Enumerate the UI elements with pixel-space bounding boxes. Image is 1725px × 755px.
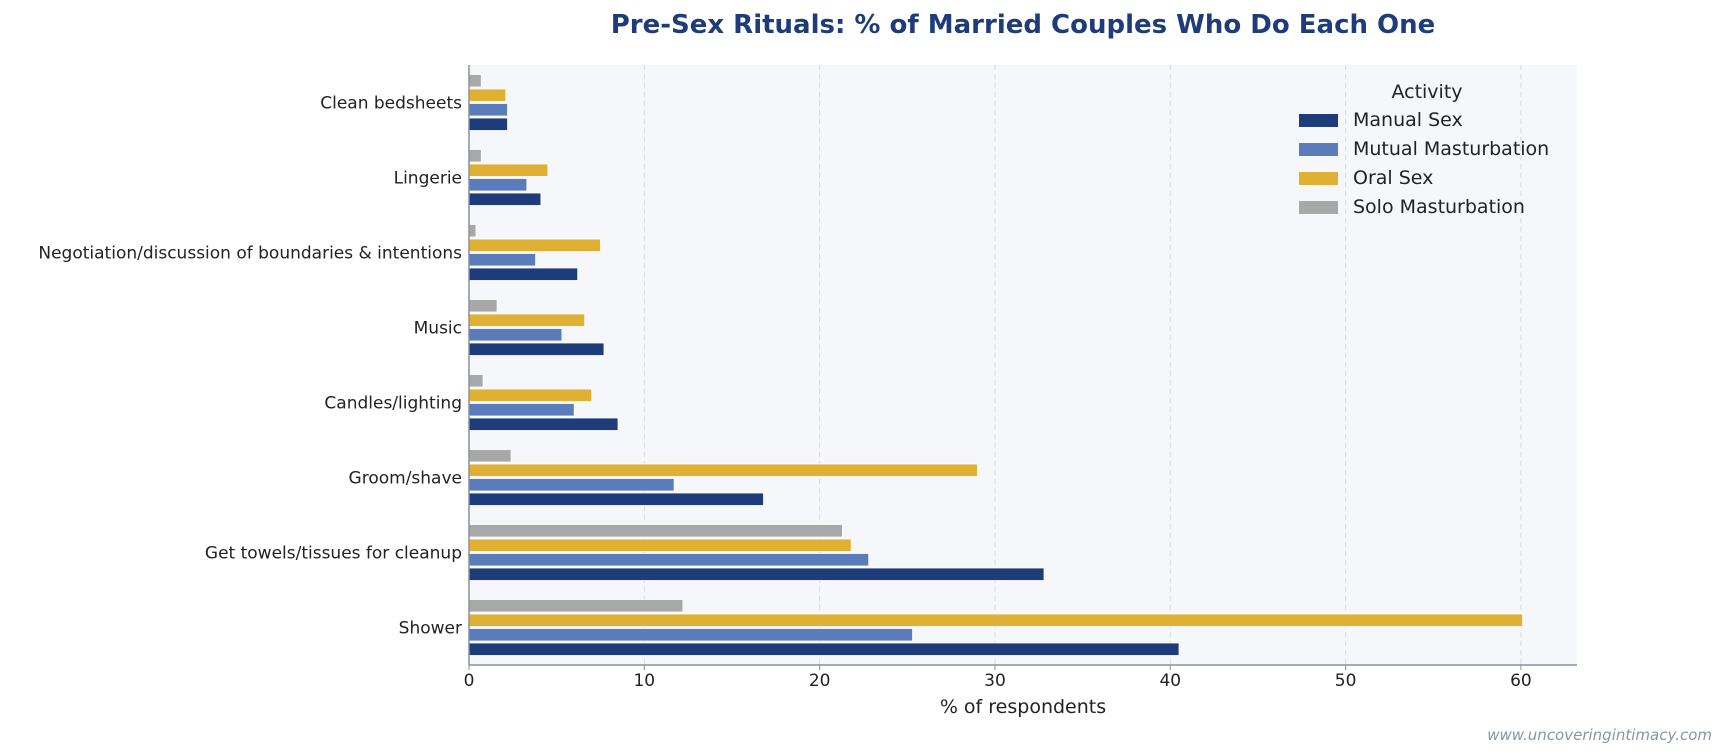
bar-oral-sex	[468, 463, 978, 477]
legend-label: Solo Masturbation	[1353, 196, 1525, 218]
bar-solo-masturbation	[468, 599, 684, 613]
legend-label: Manual Sex	[1353, 109, 1463, 131]
bar-manual-sex	[468, 567, 1045, 581]
bar-solo-masturbation	[468, 149, 482, 163]
bar-solo-masturbation	[468, 374, 484, 388]
bar-solo-masturbation	[468, 299, 498, 313]
bar-oral-sex	[468, 388, 593, 402]
x-tick-label: 10	[633, 671, 655, 691]
bar-solo-masturbation	[468, 74, 482, 88]
chart-title: Pre-Sex Rituals: % of Married Couples Wh…	[611, 10, 1436, 40]
bar-mutual-masturbation	[468, 478, 675, 492]
bar-solo-masturbation	[468, 524, 843, 538]
x-tick-label: 40	[1159, 671, 1181, 691]
bar-oral-sex	[468, 613, 1524, 627]
bar-oral-sex	[468, 313, 586, 327]
legend: Activity Manual Sex Mutual Masturbation Or…	[1299, 81, 1549, 218]
bar-mutual-masturbation	[468, 103, 508, 117]
legend-swatch	[1299, 143, 1338, 156]
category-label: Negotiation/discussion of boundaries & i…	[38, 244, 462, 264]
bar-solo-masturbation	[468, 449, 512, 463]
bar-mutual-masturbation	[468, 403, 575, 417]
legend-label: Oral Sex	[1353, 167, 1433, 189]
category-label: Groom/shave	[349, 469, 462, 489]
bar-mutual-masturbation	[468, 178, 528, 192]
x-tick-label: 30	[984, 671, 1006, 691]
bar-oral-sex	[468, 88, 507, 102]
bar-mutual-masturbation	[468, 328, 563, 342]
x-tick-label: 50	[1335, 671, 1357, 691]
category-label: Music	[414, 319, 462, 339]
category-label: Shower	[399, 619, 462, 639]
watermark: www.uncoveringintimacy.com	[1487, 726, 1712, 744]
bar-manual-sex	[468, 492, 764, 506]
bar-oral-sex	[468, 238, 601, 252]
x-axis-label: % of respondents	[940, 696, 1106, 718]
bar-manual-sex	[468, 267, 579, 281]
category-label: Get towels/tissues for cleanup	[205, 544, 462, 564]
x-tick-label: 20	[809, 671, 831, 691]
category-label: Clean bedsheets	[320, 94, 462, 114]
legend-label: Mutual Masturbation	[1353, 138, 1549, 160]
x-tick-label: 0	[464, 671, 475, 691]
category-label: Lingerie	[394, 169, 462, 189]
x-tick-label: 60	[1510, 671, 1532, 691]
bar-oral-sex	[468, 538, 852, 552]
bar-mutual-masturbation	[468, 553, 870, 567]
legend-swatch	[1299, 114, 1338, 127]
bar-solo-masturbation	[468, 224, 477, 238]
bar-manual-sex	[468, 117, 508, 131]
bar-mutual-masturbation	[468, 253, 537, 267]
x-tick-labels: 0 10 20 30 40 50 60	[464, 665, 1532, 691]
legend-swatch	[1299, 172, 1338, 185]
grid-lines	[643, 65, 1522, 665]
bar-mutual-masturbation	[468, 628, 913, 642]
legend-swatch	[1299, 201, 1338, 214]
bar-manual-sex	[468, 642, 1180, 656]
bar-manual-sex	[468, 192, 542, 206]
bar-manual-sex	[468, 342, 605, 356]
bar-oral-sex	[468, 163, 549, 177]
legend-title: Activity	[1391, 81, 1462, 103]
bars	[468, 74, 1524, 656]
category-label: Candles/lighting	[324, 394, 462, 414]
category-labels: Clean bedsheets Lingerie Negotiation/discu…	[38, 94, 462, 639]
bar-manual-sex	[468, 417, 619, 431]
